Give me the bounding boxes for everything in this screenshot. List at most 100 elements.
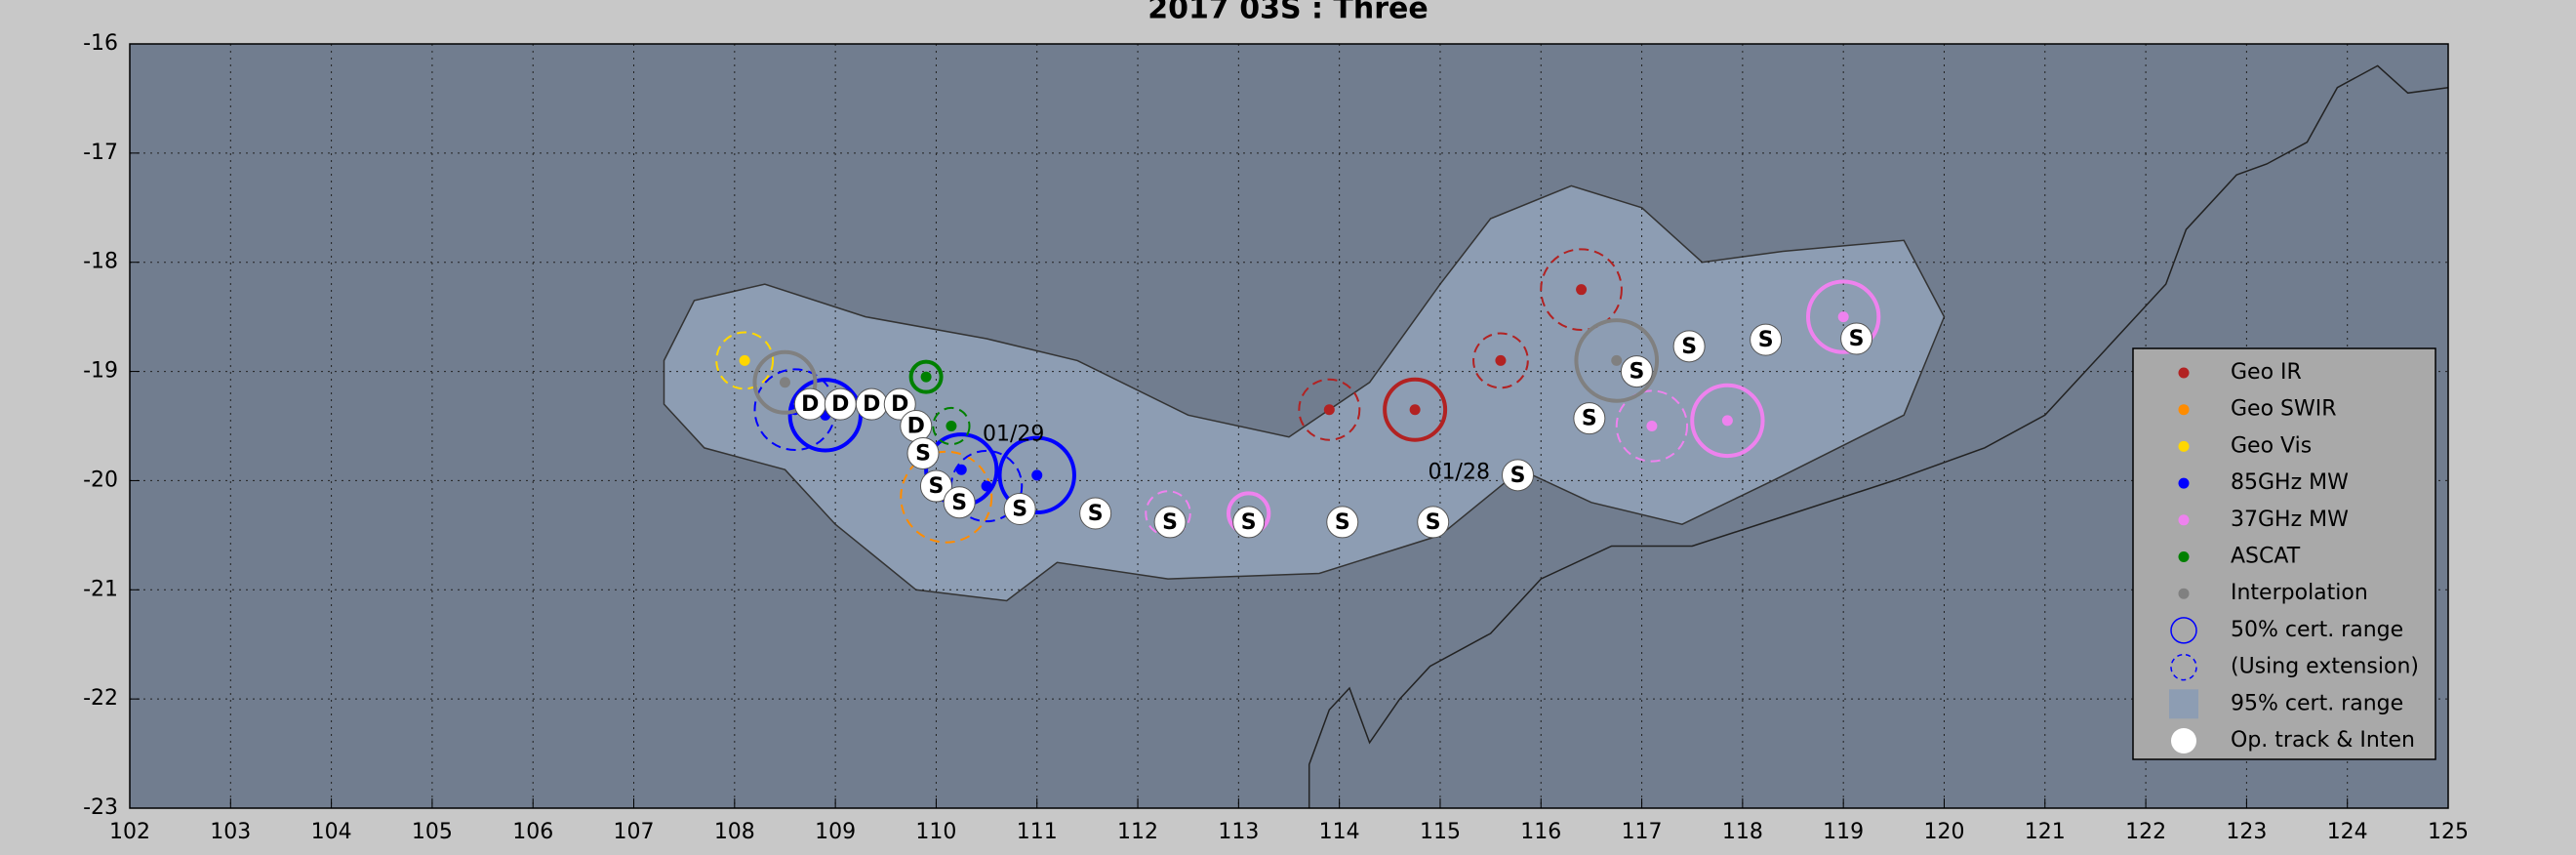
cert-range-circle: [1806, 279, 1881, 354]
intensity-label: S: [1241, 510, 1257, 535]
legend-label: ASCAT: [2231, 545, 2301, 569]
fix-point: [1409, 404, 1421, 416]
track-point: [883, 387, 916, 421]
x-tick-label: 113: [1218, 820, 1259, 844]
track-point: [1003, 493, 1036, 526]
plot-border: [129, 43, 2449, 809]
legend-label: 50% cert. range: [2231, 618, 2403, 642]
fix-point: [920, 371, 932, 383]
cert-range-circle: [1540, 248, 1623, 332]
x-tick-label: 116: [1520, 820, 1561, 844]
x-tick-label: 118: [1722, 820, 1763, 844]
x-tick-label: 111: [1017, 820, 1058, 844]
intensity-label: S: [1582, 407, 1597, 431]
track-point: [1079, 497, 1112, 530]
y-tick-label: -18: [83, 250, 118, 274]
intensity-label: S: [1681, 335, 1697, 359]
legend-label: 95% cert. range: [2231, 691, 2403, 715]
x-tick-label: 110: [915, 820, 956, 844]
legend-marker: [2178, 588, 2190, 599]
x-tick-label: 105: [412, 820, 453, 844]
cert-range-circle: [900, 450, 993, 544]
cert-range-circle: [752, 349, 818, 415]
intensity-label: D: [863, 392, 880, 417]
x-tick-label: 107: [614, 820, 655, 844]
intensity-label: S: [1629, 360, 1644, 385]
cert-range-circle: [715, 331, 775, 390]
track-point: [1672, 330, 1706, 363]
x-tick-label: 122: [2125, 820, 2166, 844]
intensity-label: S: [1088, 502, 1104, 526]
date-annotation: 01/28: [1429, 461, 1490, 485]
y-tick-label: -23: [83, 795, 118, 820]
fix-point: [1721, 415, 1733, 427]
legend-label: Geo SWIR: [2231, 397, 2337, 422]
cert-range-circle: [1472, 332, 1529, 389]
y-tick-label: -22: [83, 686, 118, 711]
intensity-label: S: [929, 474, 945, 499]
legend-marker: [2178, 514, 2190, 526]
x-tick-label: 117: [1622, 820, 1663, 844]
track-point: [1840, 322, 1873, 355]
fix-point: [1495, 354, 1507, 366]
legend-label: Geo IR: [2231, 360, 2302, 385]
cert-range-circle: [908, 359, 944, 394]
date-annotation: 01/29: [983, 422, 1044, 446]
cert-range-circle: [932, 406, 971, 446]
cert-range-circle: [997, 435, 1076, 515]
track-point: [1326, 506, 1359, 539]
legend-label: Op. track & Inten: [2231, 728, 2415, 753]
cert-range-circle: [1615, 389, 1689, 463]
x-tick-label: 124: [2327, 820, 2368, 844]
legend-marker: [2171, 728, 2196, 753]
x-tick-label: 114: [1319, 820, 1360, 844]
intensity-label: D: [831, 392, 849, 417]
legend-marker: [2170, 617, 2197, 644]
legend-label: 85GHz MW: [2231, 470, 2349, 495]
fix-point: [1837, 311, 1849, 323]
intensity-label: S: [1510, 464, 1526, 488]
fix-point: [779, 377, 790, 388]
x-tick-label: 125: [2428, 820, 2469, 844]
fix-point: [739, 354, 750, 366]
cert-range-circle: [1690, 383, 1765, 459]
intensity-label: D: [907, 415, 925, 439]
intensity-label: S: [1426, 510, 1441, 535]
intensity-label: S: [1849, 327, 1865, 351]
intensity-label: S: [1758, 328, 1774, 352]
track-point: [1417, 506, 1450, 539]
legend-marker: [2170, 653, 2197, 681]
track-point: [1750, 323, 1783, 356]
track-point: [1232, 506, 1266, 539]
legend-marker: [2178, 477, 2190, 489]
x-tick-label: 104: [311, 820, 352, 844]
y-tick-label: -19: [83, 359, 118, 384]
intensity-label: D: [891, 392, 908, 417]
legend-label: Interpolation: [2231, 581, 2368, 605]
x-tick-label: 103: [210, 820, 251, 844]
x-tick-label: 102: [109, 820, 150, 844]
fix-point: [1576, 284, 1588, 296]
x-tick-label: 109: [815, 820, 856, 844]
y-tick-label: -20: [83, 468, 118, 492]
y-tick-label: -21: [83, 577, 118, 601]
x-tick-label: 112: [1117, 820, 1158, 844]
fix-point: [1646, 421, 1658, 431]
track-point: [906, 436, 940, 469]
fix-point: [981, 480, 992, 492]
legend-label: Geo Vis: [2231, 433, 2312, 458]
track-point: [943, 486, 976, 519]
track-point: [1502, 459, 1535, 492]
x-tick-label: 123: [2226, 820, 2267, 844]
legend-label: (Using extension): [2231, 655, 2419, 679]
fix-point: [1323, 404, 1335, 416]
legend-marker: [2178, 367, 2190, 379]
x-tick-label: 121: [2025, 820, 2066, 844]
track-point: [1153, 506, 1187, 539]
legend-marker: [2178, 440, 2190, 452]
track-point: [1573, 402, 1606, 435]
fix-point: [955, 464, 967, 475]
cert-range-circle: [1383, 377, 1448, 442]
intensity-label: S: [951, 491, 967, 515]
